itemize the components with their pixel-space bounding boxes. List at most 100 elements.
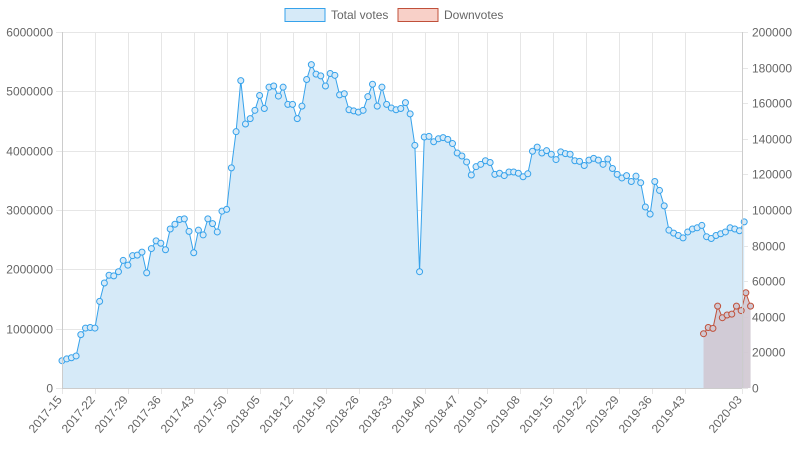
total-votes-point[interactable] <box>449 140 457 148</box>
total-votes-point[interactable] <box>180 215 188 223</box>
total-votes-point[interactable] <box>641 203 649 211</box>
total-votes-point[interactable] <box>543 147 551 155</box>
total-votes-point[interactable] <box>279 83 287 91</box>
total-votes-point[interactable] <box>194 226 202 234</box>
total-votes-point[interactable] <box>608 164 616 172</box>
total-votes-point[interactable] <box>274 92 282 100</box>
total-votes-point[interactable] <box>524 170 532 178</box>
total-votes-point[interactable] <box>143 269 151 277</box>
total-votes-point[interactable] <box>331 71 339 79</box>
total-votes-point[interactable] <box>317 72 325 80</box>
total-votes-point[interactable] <box>171 220 179 228</box>
total-votes-point[interactable] <box>627 178 635 186</box>
total-votes-point[interactable] <box>157 239 165 247</box>
total-votes-point[interactable] <box>594 156 602 164</box>
total-votes-point[interactable] <box>303 75 311 83</box>
legend-item-total-votes[interactable]: Total votes <box>284 8 388 22</box>
total-votes-point[interactable] <box>463 158 471 166</box>
total-votes-point[interactable] <box>411 141 419 149</box>
total-votes-point[interactable] <box>500 172 508 180</box>
total-votes-point[interactable] <box>383 100 391 108</box>
total-votes-point[interactable] <box>241 120 249 128</box>
total-votes-point[interactable] <box>147 245 155 253</box>
total-votes-point[interactable] <box>698 221 706 229</box>
total-votes-point[interactable] <box>77 331 85 339</box>
downvotes-point[interactable] <box>728 310 736 318</box>
total-votes-point[interactable] <box>251 106 259 114</box>
total-votes-point[interactable] <box>270 82 278 90</box>
total-votes-point[interactable] <box>232 128 240 136</box>
total-votes-point[interactable] <box>166 225 174 233</box>
total-votes-point[interactable] <box>623 172 631 180</box>
downvotes-point[interactable] <box>732 302 740 310</box>
total-votes-point[interactable] <box>289 100 297 108</box>
total-votes-point[interactable] <box>613 170 621 178</box>
total-votes-point[interactable] <box>237 77 245 85</box>
total-votes-point[interactable] <box>679 234 687 242</box>
total-votes-point[interactable] <box>378 83 386 91</box>
total-votes-point[interactable] <box>321 82 329 90</box>
downvotes-point[interactable] <box>742 289 750 297</box>
total-votes-point[interactable] <box>401 99 409 107</box>
total-votes-point[interactable] <box>96 297 104 305</box>
total-votes-point[interactable] <box>599 160 607 168</box>
total-votes-point[interactable] <box>566 150 574 158</box>
total-votes-point[interactable] <box>397 105 405 113</box>
total-votes-point[interactable] <box>406 110 414 118</box>
total-votes-point[interactable] <box>735 227 743 235</box>
total-votes-point[interactable] <box>416 268 424 276</box>
total-votes-point[interactable] <box>72 352 80 360</box>
total-votes-point[interactable] <box>373 102 381 110</box>
total-votes-point[interactable] <box>185 227 193 235</box>
total-votes-point[interactable] <box>209 220 217 228</box>
total-votes-point[interactable] <box>477 160 485 168</box>
total-votes-point[interactable] <box>632 172 640 180</box>
total-votes-point[interactable] <box>637 179 645 187</box>
total-votes-point[interactable] <box>213 228 221 236</box>
total-votes-point[interactable] <box>533 143 541 151</box>
total-votes-point[interactable] <box>369 80 377 88</box>
total-votes-point[interactable] <box>651 178 659 186</box>
total-votes-point[interactable] <box>514 169 522 177</box>
total-votes-point[interactable] <box>552 156 560 164</box>
total-votes-point[interactable] <box>91 324 99 332</box>
downvotes-point[interactable] <box>737 307 745 315</box>
total-votes-point[interactable] <box>223 205 231 213</box>
total-votes-point[interactable] <box>204 215 212 223</box>
total-votes-point[interactable] <box>293 115 301 123</box>
total-votes-point[interactable] <box>660 202 668 210</box>
total-votes-point[interactable] <box>138 248 146 256</box>
total-votes-point[interactable] <box>114 268 122 276</box>
total-votes-point[interactable] <box>246 115 254 123</box>
total-votes-point[interactable] <box>100 279 108 287</box>
total-votes-point[interactable] <box>256 91 264 99</box>
total-votes-point[interactable] <box>656 186 664 194</box>
total-votes-point[interactable] <box>467 171 475 179</box>
total-votes-point[interactable] <box>604 155 612 163</box>
legend-item-downvotes[interactable]: Downvotes <box>397 8 503 22</box>
total-votes-point[interactable] <box>124 261 132 269</box>
downvotes-point[interactable] <box>709 324 717 332</box>
total-votes-point[interactable] <box>340 90 348 98</box>
downvotes-point[interactable] <box>747 302 755 310</box>
total-votes-point[interactable] <box>119 256 127 264</box>
total-votes-point[interactable] <box>547 150 555 158</box>
total-votes-point[interactable] <box>486 159 494 167</box>
total-votes-point[interactable] <box>298 102 306 110</box>
total-votes-point[interactable] <box>359 106 367 114</box>
total-votes-point[interactable] <box>444 135 452 143</box>
total-votes-point[interactable] <box>162 246 170 254</box>
total-votes-point[interactable] <box>190 249 198 257</box>
total-votes-point[interactable] <box>260 105 268 113</box>
total-votes-point[interactable] <box>576 157 584 165</box>
total-votes-point[interactable] <box>425 132 433 140</box>
total-votes-point[interactable] <box>580 162 588 169</box>
total-votes-point[interactable] <box>364 93 372 101</box>
total-votes-point[interactable] <box>646 210 654 218</box>
total-votes-point[interactable] <box>721 228 729 236</box>
total-votes-point[interactable] <box>528 147 536 155</box>
total-votes-point[interactable] <box>307 61 315 69</box>
downvotes-point[interactable] <box>714 302 722 310</box>
total-votes-point[interactable] <box>227 164 235 172</box>
downvotes-point[interactable] <box>700 330 708 338</box>
